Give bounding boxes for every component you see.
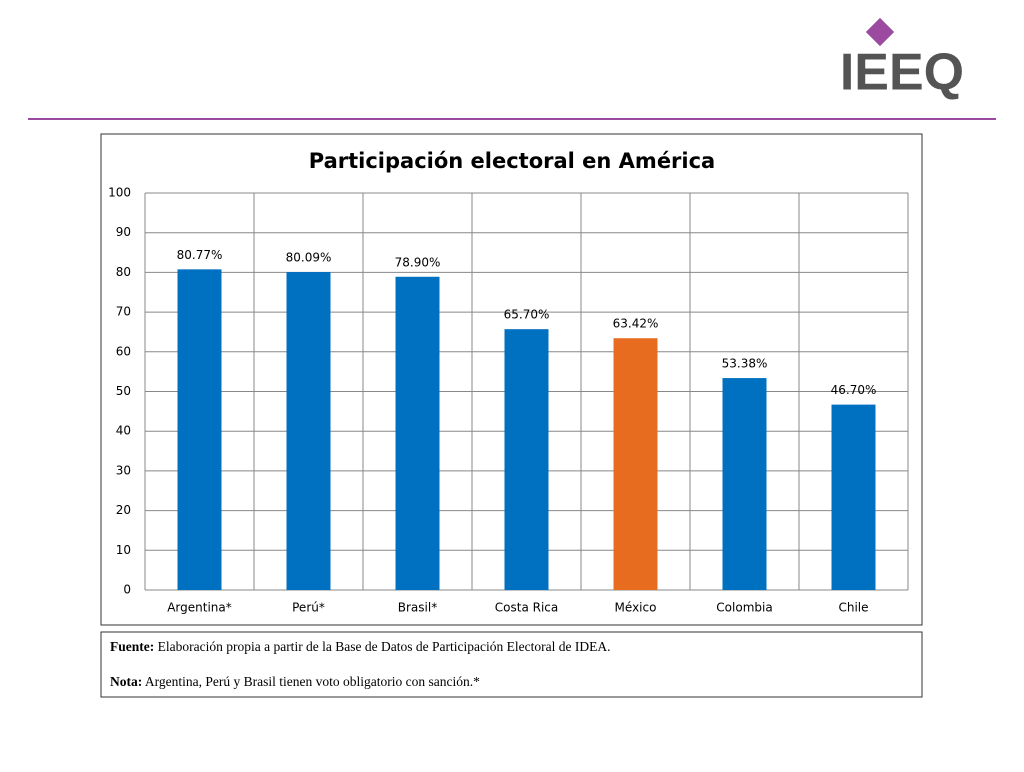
bar — [177, 269, 222, 590]
y-tick-label: 40 — [116, 424, 131, 438]
note-text: Elaboración propia a partir de la Base d… — [158, 639, 611, 654]
bar — [722, 378, 767, 590]
y-tick-label: 70 — [116, 305, 131, 319]
logo-text: IEEQ — [840, 44, 964, 102]
note-text: Argentina, Perú y Brasil tienen voto obl… — [145, 674, 480, 689]
y-tick-label: 50 — [116, 384, 131, 398]
x-tick-label: Chile — [838, 601, 868, 615]
y-tick-label: 10 — [116, 543, 131, 557]
note: Fuente: Elaboración propia a partir de l… — [110, 639, 610, 654]
bar — [831, 404, 876, 590]
notes-frame — [100, 631, 923, 698]
value-label: 46.70% — [831, 383, 877, 397]
y-tick-label: 0 — [123, 583, 131, 597]
value-label: 63.42% — [613, 317, 659, 331]
plot: 0 10 20 30 40 50 60 70 80 90 100 Argentina* 80.77% Pe… — [108, 186, 909, 615]
y-tick-label: 90 — [116, 225, 131, 239]
note: Nota: Argentina, Perú y Brasil tienen vo… — [110, 674, 480, 689]
note-label: Fuente: — [110, 639, 154, 654]
bar — [286, 272, 331, 590]
y-tick-label: 80 — [116, 265, 131, 279]
bar — [504, 329, 549, 590]
y-tick-label: 60 — [116, 344, 131, 358]
bar — [613, 338, 658, 590]
value-label: 65.70% — [504, 308, 550, 322]
logo-icon — [865, 17, 895, 47]
chart-title: Participación electoral en América — [309, 149, 715, 173]
x-tick-label: México — [615, 601, 657, 615]
value-label: 80.09% — [286, 251, 332, 265]
x-tick-label: Colombia — [716, 601, 772, 615]
y-tick-label: 100 — [108, 186, 131, 200]
x-tick-label: Argentina* — [167, 601, 232, 615]
x-tick-label: Brasil* — [398, 601, 437, 615]
x-tick-label: Perú* — [292, 601, 325, 615]
y-tick-label: 20 — [116, 503, 131, 517]
y-tick-label: 30 — [116, 463, 131, 477]
value-label: 80.77% — [177, 248, 223, 262]
logo: IEEQ — [840, 17, 964, 102]
note-label: Nota: — [110, 674, 142, 689]
bar — [395, 276, 440, 590]
value-label: 78.90% — [395, 255, 441, 269]
x-tick-label: Costa Rica — [495, 601, 558, 615]
value-label: 53.38% — [722, 357, 768, 371]
